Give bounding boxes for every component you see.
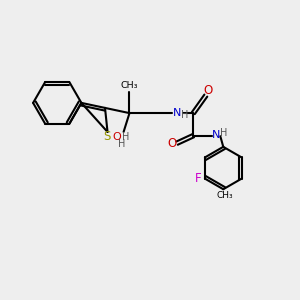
Text: S: S bbox=[103, 130, 111, 142]
Text: O: O bbox=[168, 137, 177, 150]
Text: H: H bbox=[220, 128, 228, 138]
Text: O: O bbox=[203, 84, 212, 98]
Text: F: F bbox=[195, 172, 202, 185]
Text: H: H bbox=[182, 110, 189, 120]
Text: N: N bbox=[212, 130, 220, 140]
Text: H: H bbox=[122, 132, 129, 142]
Text: CH₃: CH₃ bbox=[121, 81, 138, 90]
Text: H: H bbox=[118, 139, 126, 149]
Text: O: O bbox=[113, 132, 122, 142]
Text: CH₃: CH₃ bbox=[216, 191, 233, 200]
Text: N: N bbox=[173, 107, 182, 118]
